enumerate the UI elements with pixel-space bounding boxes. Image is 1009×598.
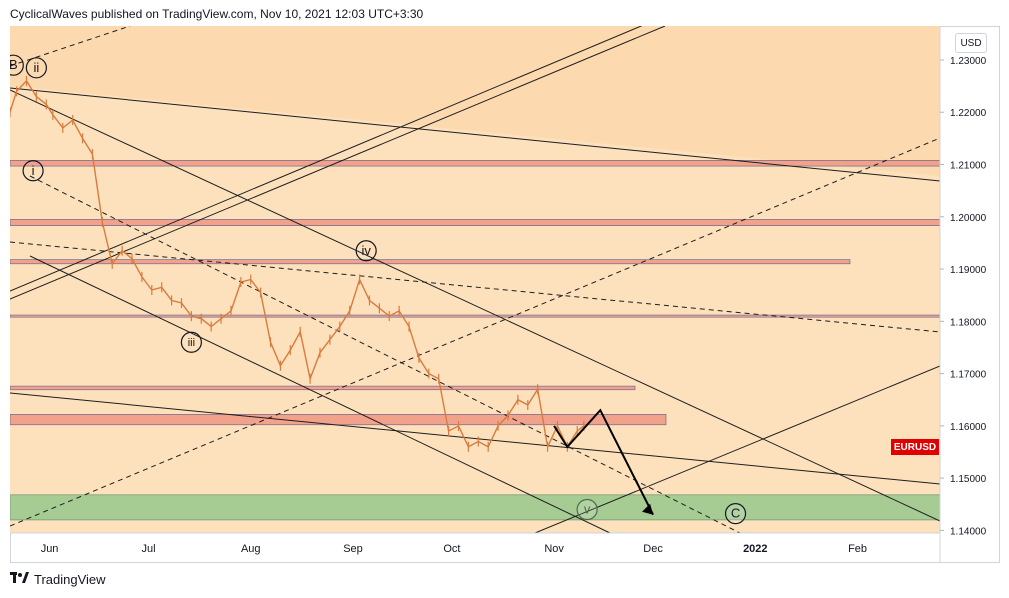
wave-label: iv: [355, 240, 377, 262]
trendline: [10, 89, 940, 522]
wave-label-circle: [180, 331, 202, 353]
price-axis-label: 1.21000: [950, 161, 987, 172]
wave-label-circle: [355, 240, 377, 262]
footer: TradingView: [10, 572, 106, 587]
dashed-trendline: [29, 175, 741, 533]
time-axis-label: Jun: [41, 543, 59, 555]
trendline: [10, 26, 643, 292]
dashed-trendline: [10, 241, 940, 333]
time-axis-label: Dec: [643, 543, 663, 555]
time-axis-label: Oct: [443, 543, 460, 555]
projection-arrowhead: [642, 503, 654, 515]
axes: 1.23000 1.22000 1.21000 1.20000 1.19000 1.180…: [10, 26, 987, 563]
wave-label-text: v: [584, 501, 591, 516]
zone-band: [10, 414, 667, 426]
wave-label: iii: [180, 331, 202, 353]
projection-path: [553, 408, 654, 516]
currency-badge[interactable]: USD: [955, 33, 987, 53]
zone-band: [10, 259, 851, 265]
plot-area: [10, 26, 940, 533]
price-chart[interactable]: 1.23000 1.22000 1.21000 1.20000 1.19000 1.180…: [10, 26, 1000, 563]
price-axis-label: 1.23000: [950, 56, 987, 67]
footer-brand: TradingView: [34, 572, 106, 587]
wave-label-circle: [576, 498, 598, 521]
price-axis-label: 1.16000: [950, 422, 987, 433]
zone-band: [10, 314, 940, 318]
wave-label-circle: [22, 160, 44, 182]
zone-band: [10, 494, 940, 521]
wave-label: v: [576, 498, 598, 521]
wave-label: B: [10, 54, 24, 76]
wave-label-circle: [25, 57, 47, 79]
price-axis-label: 1.22000: [950, 108, 987, 119]
wave-label-circle: [10, 54, 24, 76]
price-axis-label: 1.15000: [950, 474, 987, 485]
time-axis-label: Aug: [241, 543, 261, 555]
tradingview-logo-icon: [10, 572, 30, 587]
price-axis-label: 1.20000: [950, 213, 987, 224]
zone-band: [10, 219, 940, 226]
time-axis-label: 2022: [743, 543, 767, 555]
price-series-line: [10, 79, 585, 450]
wave-label-text: B: [10, 57, 18, 72]
wave-label: C: [724, 503, 747, 525]
trendline: [10, 87, 940, 182]
trendline: [10, 392, 940, 485]
wave-label-text: C: [731, 506, 740, 521]
wave-label-text: iv: [361, 243, 371, 258]
trendline: [534, 365, 940, 533]
wave-label-circle: [724, 503, 747, 525]
price-axis-label: 1.17000: [950, 370, 987, 381]
wave-label: ii: [25, 57, 47, 79]
price-axis-label: 1.19000: [950, 265, 987, 276]
zone-band: [10, 385, 636, 391]
time-axis-label: Feb: [848, 543, 867, 555]
wave-label: i: [22, 160, 44, 182]
price-axis-label: 1.18000: [950, 317, 987, 328]
wave-label-text: i: [32, 163, 35, 178]
time-axis-label: Nov: [544, 543, 564, 555]
publish-header: CyclicalWaves published on TradingView.c…: [10, 7, 424, 21]
symbol-price-tag: EURUSD: [891, 439, 939, 455]
price-axis-label: 1.14000: [950, 526, 987, 537]
dashed-trendline: [10, 26, 131, 67]
time-axis-label: Sep: [343, 543, 363, 555]
wave-label-text: ii: [33, 60, 39, 75]
dashed-trendline: [10, 137, 940, 527]
zone-band: [10, 160, 940, 167]
wave-label-text: iii: [188, 337, 195, 349]
time-axis-label: Jul: [141, 543, 155, 555]
trendline: [29, 255, 611, 533]
